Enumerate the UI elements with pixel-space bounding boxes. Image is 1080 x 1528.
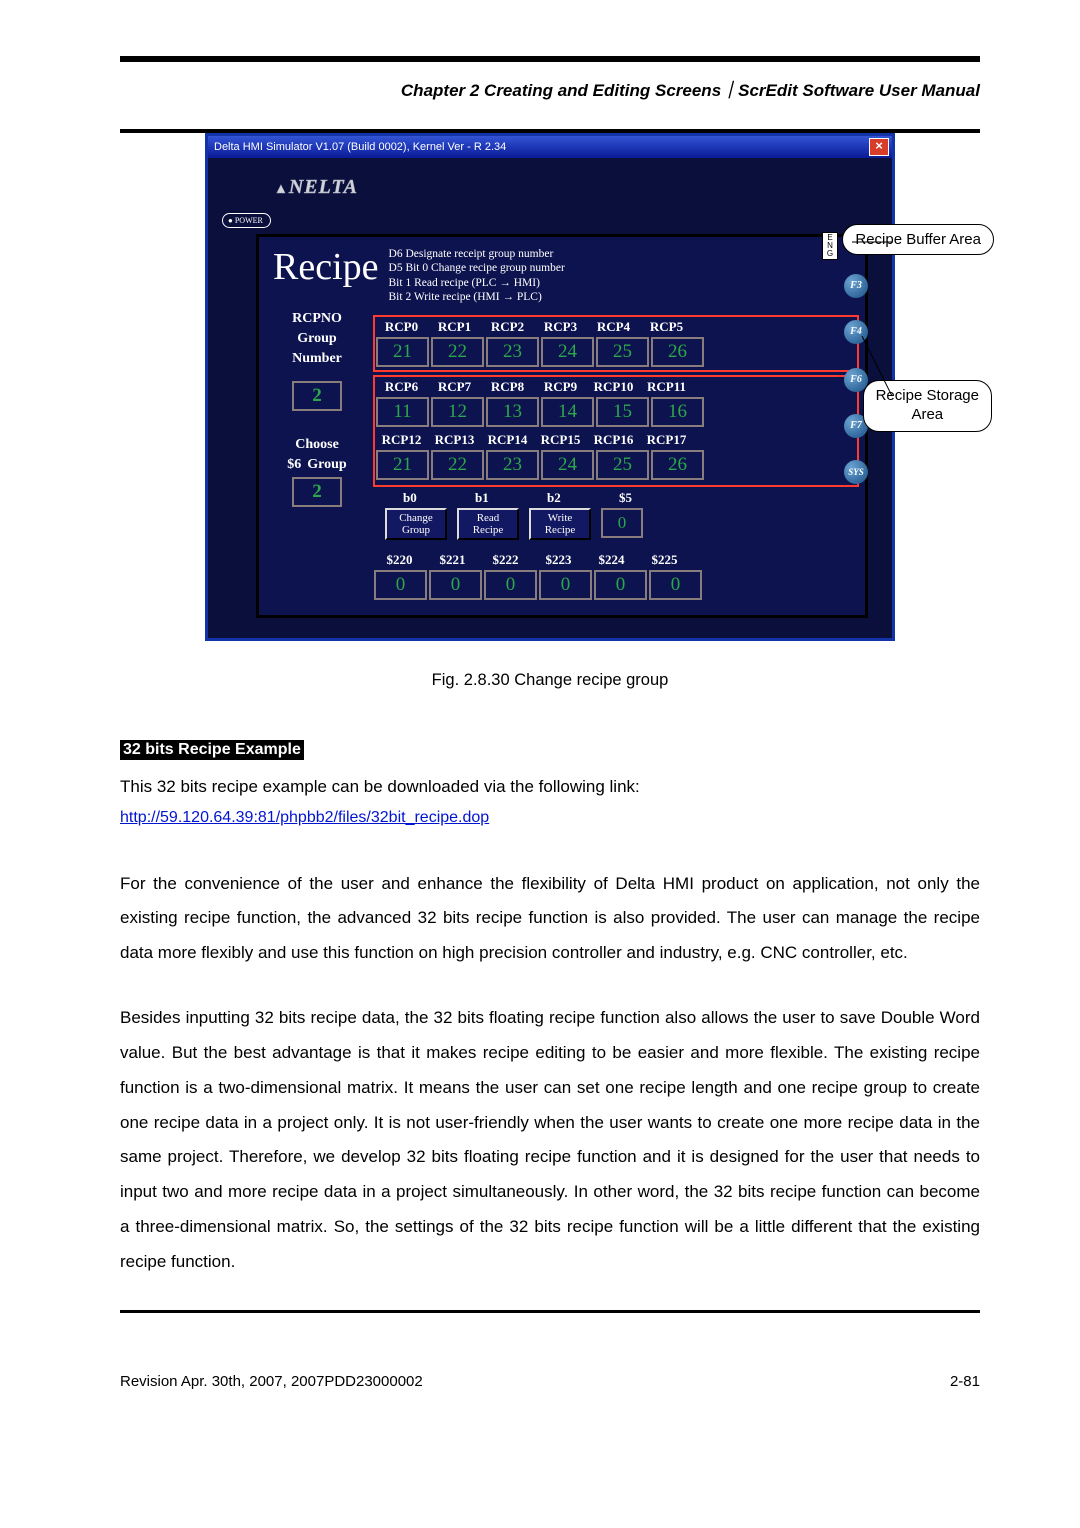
storage-cell[interactable]: 15 [596,397,649,427]
group-number-field[interactable]: 2 [292,381,342,411]
storage-cell[interactable]: 24 [541,450,594,480]
write-recipe-button[interactable]: WriteRecipe [529,508,591,540]
figure-caption: Fig. 2.8.30 Change recipe group [120,671,980,690]
f4-button[interactable]: F4 [844,320,868,344]
storage-cell[interactable]: 26 [651,450,704,480]
left-column: RCPNO Group Number 2 Choose $6Group 2 [271,311,363,507]
recipe-description: D6 Designate receipt group number D5 Bit… [389,247,565,305]
recipe-buffer-area: RCP0 RCP1 RCP2 RCP3 RCP4 RCP5 21 22 23 2… [373,315,859,372]
buffer-cell[interactable]: 21 [376,337,429,367]
change-group-button[interactable]: ChangeGroup [385,508,447,540]
buffer-cell[interactable]: 22 [431,337,484,367]
status-field[interactable]: 0 [601,508,643,538]
register-cell[interactable]: 0 [484,570,537,600]
recipe-title: Recipe [273,245,379,289]
callout-buffer: Recipe Buffer Area [842,224,994,255]
storage-cell[interactable]: 23 [486,450,539,480]
paragraph-2: Besides inputting 32 bits recipe data, t… [120,1001,980,1280]
storage-cell[interactable]: 25 [596,450,649,480]
register-cell[interactable]: 0 [594,570,647,600]
choose-label: Choose [271,437,363,453]
page-header: Chapter 2 Creating and Editing Screens｜S… [120,76,980,101]
group-label: Group [271,331,363,347]
buffer-cell[interactable]: 25 [596,337,649,367]
storage-cell[interactable]: 22 [431,450,484,480]
window-titlebar: Delta HMI Simulator V1.07 (Build 0002), … [208,136,892,158]
read-recipe-button[interactable]: ReadRecipe [457,508,519,540]
buffer-cell[interactable]: 23 [486,337,539,367]
power-indicator: ● POWER [222,213,271,228]
register-cell[interactable]: 0 [429,570,482,600]
register-cell[interactable]: 0 [649,570,702,600]
number-label: Number [271,351,363,367]
buffer-cell[interactable]: 24 [541,337,594,367]
intro-text: This 32 bits recipe example can be downl… [120,770,980,805]
choose-group-field[interactable]: 2 [292,477,342,507]
page-number: 2-81 [950,1373,980,1390]
hmi-panel: Recipe D6 Designate receipt group number… [256,234,868,618]
close-icon[interactable]: × [869,138,889,156]
buffer-cell[interactable]: 26 [651,337,704,367]
register-cell[interactable]: 0 [539,570,592,600]
register-cell[interactable]: 0 [374,570,427,600]
storage-cell[interactable]: 12 [431,397,484,427]
hmi-simulator-window: Delta HMI Simulator V1.07 (Build 0002), … [205,133,895,641]
storage-cell[interactable]: 21 [376,450,429,480]
callout-storage: Recipe StorageArea [863,380,992,432]
eng-tab[interactable]: ENG [822,232,838,260]
storage-cell[interactable]: 16 [651,397,704,427]
window-title: Delta HMI Simulator V1.07 (Build 0002), … [214,141,506,153]
sys-button[interactable]: SYS [844,460,868,484]
delta-logo: ▲NELTA [274,176,358,199]
footer-revision: Revision Apr. 30th, 2007, 2007PDD2300000… [120,1373,423,1390]
paragraph-1: For the convenience of the user and enha… [120,867,980,972]
storage-cell[interactable]: 13 [486,397,539,427]
section-heading: 32 bits Recipe Example [120,740,304,760]
storage-cell[interactable]: 11 [376,397,429,427]
function-keys: F2 F3 F4 F6 F7 SYS [844,228,872,506]
rcpno-label: RCPNO [271,311,363,327]
f3-button[interactable]: F3 [844,274,868,298]
recipe-storage-area: RCP6 RCP7 RCP8 RCP9 RCP10 RCP11 11 12 13… [373,375,859,487]
download-link[interactable]: http://59.120.64.39:81/phpbb2/files/32bi… [120,809,489,826]
storage-cell[interactable]: 14 [541,397,594,427]
